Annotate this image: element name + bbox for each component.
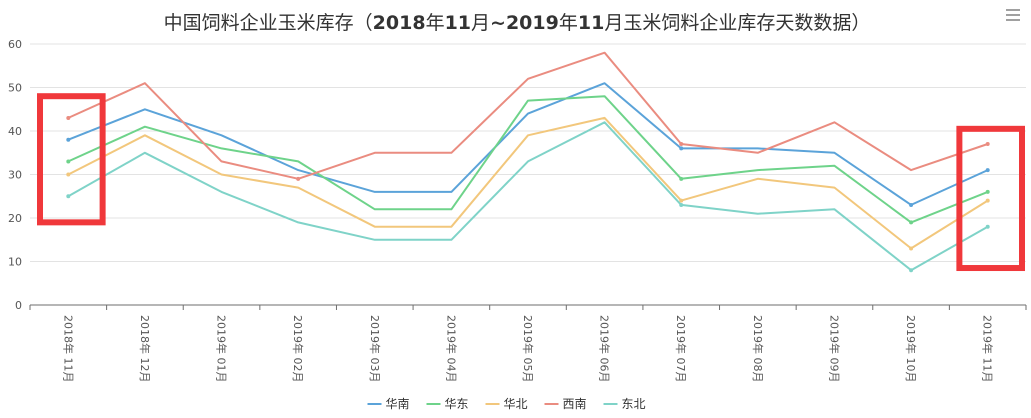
y-tick-label: 0 bbox=[15, 299, 22, 312]
data-point bbox=[985, 189, 990, 194]
y-tick-label: 40 bbox=[8, 125, 22, 138]
x-tick-label: 2019年 11月 bbox=[981, 315, 995, 383]
highlight-box bbox=[956, 125, 1026, 272]
y-tick-label: 10 bbox=[8, 256, 22, 269]
series-华东 bbox=[66, 95, 990, 225]
data-point bbox=[909, 220, 914, 225]
x-tick-label: 2019年 09月 bbox=[827, 315, 841, 383]
x-tick-label: 2019年 04月 bbox=[444, 315, 458, 383]
data-point bbox=[679, 198, 684, 203]
data-point bbox=[679, 146, 684, 151]
x-tick-label: 2019年 05月 bbox=[521, 315, 535, 383]
data-point bbox=[985, 168, 990, 173]
title-part: 2018 bbox=[373, 12, 426, 34]
hamburger-menu-icon[interactable] bbox=[1004, 8, 1022, 24]
legend-item[interactable]: 华北 bbox=[485, 397, 528, 411]
grid bbox=[30, 43, 1026, 262]
data-point bbox=[296, 176, 301, 181]
chart-title: 中国饲料企业玉米库存（2018年11月~2019年11月玉米饲料企业库存天数数据… bbox=[164, 12, 871, 34]
highlight-boxes bbox=[37, 93, 1026, 272]
legend-item[interactable]: 华东 bbox=[426, 397, 469, 411]
title-part: ~2019 bbox=[490, 12, 559, 34]
data-point bbox=[679, 142, 684, 147]
data-point bbox=[985, 224, 990, 229]
x-tick-label: 2019年 08月 bbox=[751, 315, 765, 383]
data-point bbox=[66, 137, 71, 142]
series-line bbox=[67, 82, 989, 206]
legend-label: 华东 bbox=[445, 397, 469, 411]
series-line bbox=[67, 121, 989, 272]
legend-label: 东北 bbox=[622, 397, 646, 411]
title-part: 年 bbox=[426, 12, 445, 34]
title-part: 11 bbox=[445, 12, 471, 34]
data-point bbox=[909, 246, 914, 251]
data-point bbox=[985, 198, 990, 203]
data-point bbox=[66, 172, 71, 177]
title-part: 月 bbox=[471, 12, 490, 34]
data-point bbox=[66, 115, 71, 120]
data-point bbox=[679, 176, 684, 181]
x-tick-label: 2018年 11月 bbox=[61, 315, 75, 383]
legend-item[interactable]: 华南 bbox=[367, 396, 410, 411]
x-tick-label: 2019年 07月 bbox=[674, 315, 688, 383]
legend-label: 西南 bbox=[563, 396, 587, 411]
title-part: 年 bbox=[559, 12, 578, 34]
data-point bbox=[985, 142, 990, 147]
series-华南 bbox=[66, 82, 990, 207]
x-tick-label: 2019年 02月 bbox=[291, 315, 305, 383]
series-line bbox=[67, 51, 989, 180]
y-tick-label: 60 bbox=[8, 38, 22, 51]
y-tick-label: 50 bbox=[8, 82, 22, 95]
legend-label: 华南 bbox=[386, 396, 410, 411]
x-tick-label: 2019年 10月 bbox=[904, 315, 918, 383]
x-tick-label: 2019年 01月 bbox=[215, 315, 229, 383]
data-point bbox=[679, 202, 684, 207]
series-lines bbox=[66, 51, 990, 273]
series-西南 bbox=[66, 51, 990, 181]
title-part: 11 bbox=[578, 12, 604, 34]
legend: 华南 华东 华北 西南 东北 bbox=[367, 396, 646, 411]
x-tick-label: 2019年 06月 bbox=[598, 315, 612, 383]
axes: 0 10 20 30 40 50 60 2018年 11月 2018年 12月 2019年 01月… bbox=[8, 38, 1027, 383]
series-line bbox=[67, 95, 989, 224]
legend-item[interactable]: 西南 bbox=[544, 396, 587, 411]
legend-label: 华北 bbox=[504, 397, 528, 411]
title-part: 月玉米饲料企业库存天数数据） bbox=[604, 12, 870, 34]
data-point bbox=[909, 202, 914, 207]
data-point bbox=[66, 194, 71, 199]
series-东北 bbox=[66, 121, 990, 273]
legend-item[interactable]: 东北 bbox=[603, 397, 646, 411]
series-line bbox=[67, 116, 989, 250]
highlight-box bbox=[37, 93, 106, 226]
title-part: 中国饲料企业玉米库存（ bbox=[164, 12, 373, 34]
y-tick-label: 30 bbox=[8, 169, 22, 182]
y-tick-label: 20 bbox=[8, 212, 22, 225]
data-point bbox=[66, 159, 71, 164]
series-华北 bbox=[66, 116, 990, 251]
x-tick-label: 2018年 12月 bbox=[138, 315, 152, 383]
data-point bbox=[909, 268, 914, 273]
x-tick-label: 2019年 03月 bbox=[368, 315, 382, 383]
